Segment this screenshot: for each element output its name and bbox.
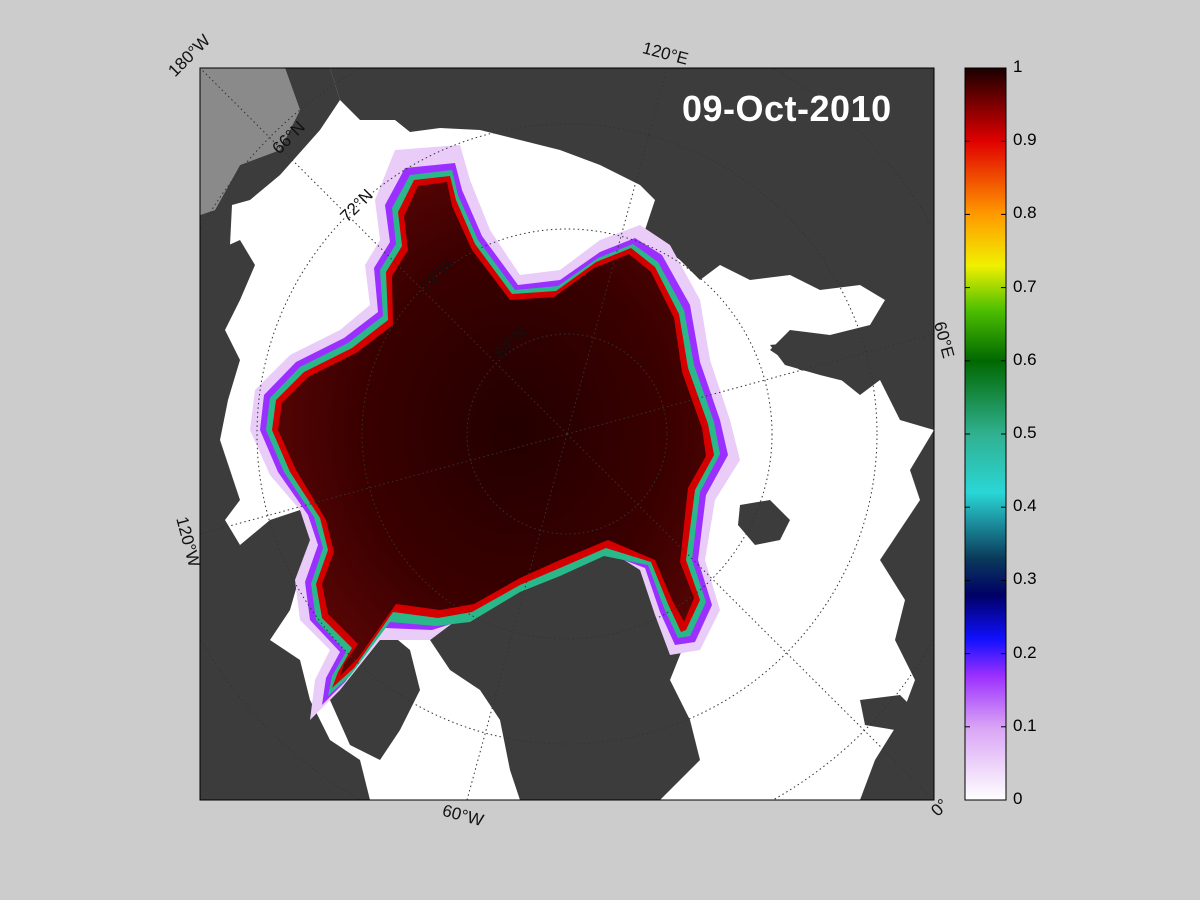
colorbar-tick-label: 1 [1013,57,1023,76]
colorbar-tick-label: 0.5 [1013,423,1037,442]
colorbar-tick-label: 0.3 [1013,569,1037,589]
land-canada-south [200,510,370,800]
no-data-region [200,68,300,215]
land-canada-west [200,240,255,560]
map-frame [199,67,935,801]
colorbar-tick-label: 0.8 [1013,203,1037,223]
colorbar-tick-label: 0.7 [1013,276,1037,296]
colorbar-ticks [965,67,1006,801]
land-europe [860,430,934,800]
colorbar-tick-label: 0.4 [1013,496,1037,516]
land-eurasia [330,68,934,430]
colorbar-tick-label: 0 [1013,789,1023,808]
colorbar-tick-label: 0.1 [1013,715,1037,735]
sea-ice-core [278,182,706,676]
latitude-circles [200,68,934,800]
land-novaya-zemlya [770,340,880,385]
land-svalbard [738,500,790,545]
date-label: 09-Oct-2010 [682,88,892,129]
colorbar-tick-label: 0.2 [1013,642,1037,662]
longitude-lines [200,68,934,800]
colorbar-gradient [964,67,1007,801]
land-greenland [430,545,700,800]
land-alaska [200,68,340,258]
colorbar-tick-label: 0.9 [1013,130,1037,150]
colorbar-tick-label: 0.6 [1013,349,1037,369]
